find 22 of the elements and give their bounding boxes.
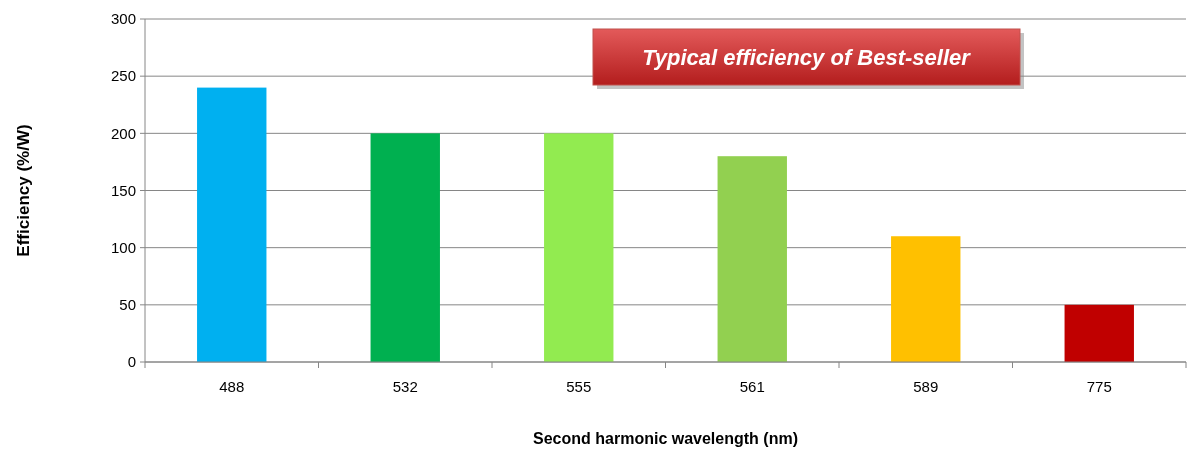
x-tick-label: 555 bbox=[566, 378, 592, 395]
bar bbox=[197, 87, 267, 362]
bar bbox=[370, 133, 440, 362]
y-tick-label: 100 bbox=[110, 238, 136, 256]
y-tick-label: 50 bbox=[119, 296, 136, 314]
y-tick-label: 200 bbox=[110, 124, 136, 142]
x-tick-label: 532 bbox=[392, 378, 418, 395]
y-tick-label: 0 bbox=[127, 353, 136, 371]
bar bbox=[717, 156, 787, 362]
y-tick-label: 150 bbox=[110, 181, 136, 199]
x-tick-label: 775 bbox=[1086, 378, 1112, 395]
bar bbox=[1064, 304, 1134, 362]
y-axis-title: Efficiency (%/W) bbox=[14, 124, 33, 257]
y-tick-label: 250 bbox=[110, 67, 136, 85]
bar bbox=[544, 133, 614, 362]
x-tick-label: 561 bbox=[739, 378, 765, 395]
x-axis-title: Second harmonic wavelength (nm) bbox=[533, 430, 798, 447]
text: Typical efficiency of Best-seller bbox=[642, 44, 972, 70]
x-tick-label: 589 bbox=[913, 378, 939, 395]
x-tick-label: 488 bbox=[219, 378, 245, 395]
bar bbox=[891, 236, 961, 362]
y-tick-label: 300 bbox=[110, 10, 136, 28]
